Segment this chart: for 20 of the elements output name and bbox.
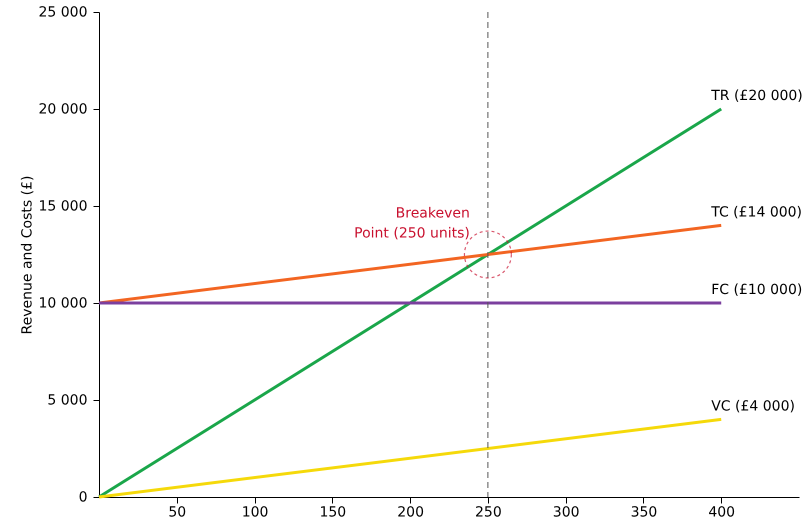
y-tick-label: 5 000	[47, 392, 88, 408]
annotation: Breakeven Point (250 units)	[354, 206, 470, 242]
series-label: TR (£20 000)	[710, 88, 803, 104]
x-tick-label: 100	[242, 504, 268, 520]
y-tick-label: 10 000	[38, 296, 88, 312]
x-tick-label: 250	[475, 504, 502, 520]
x-tick-label: 300	[552, 504, 580, 520]
y-tick-label: 15 000	[38, 198, 88, 214]
x-tick-label: 350	[630, 504, 658, 520]
series-label: VC (£4 000)	[711, 398, 795, 414]
y-tick-label: 20 000	[38, 102, 88, 118]
y-tick-label: 0	[78, 490, 88, 506]
x-tick-label: 200	[397, 504, 424, 520]
x-tick-label: 50	[168, 504, 186, 520]
y-axis-title: Revenue and Costs (£)	[20, 176, 36, 334]
x-tick-label: 400	[708, 504, 736, 520]
series-label: FC (£10 000)	[711, 282, 802, 298]
series-label: TC (£14 000)	[710, 204, 802, 220]
y-tick-label: 25 000	[38, 4, 88, 20]
x-tick-label: 150	[319, 504, 346, 520]
